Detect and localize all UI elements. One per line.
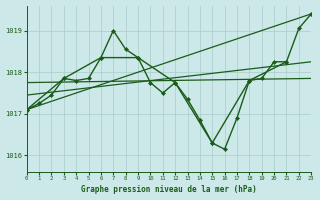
X-axis label: Graphe pression niveau de la mer (hPa): Graphe pression niveau de la mer (hPa) bbox=[81, 185, 257, 194]
